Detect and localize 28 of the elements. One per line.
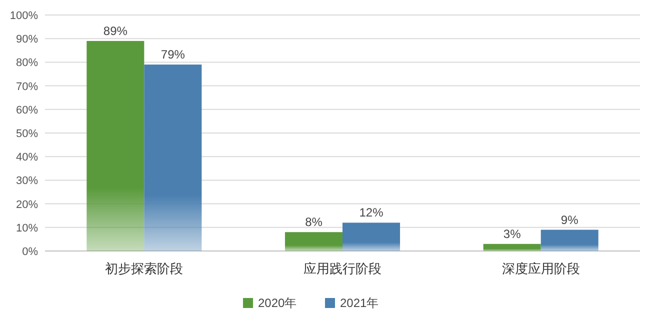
y-tick-label: 30% xyxy=(16,175,38,188)
bar xyxy=(284,232,342,251)
legend-label: 2020年 xyxy=(258,296,297,310)
bar xyxy=(342,222,400,251)
data-label: 79% xyxy=(160,48,186,62)
x-tick-label: 初步探索阶段 xyxy=(105,261,184,276)
bar xyxy=(86,40,144,251)
x-tick-label: 应用践行阶段 xyxy=(304,261,382,276)
y-tick-label: 100% xyxy=(10,10,38,22)
data-label: 12% xyxy=(359,206,384,220)
y-tick-label: 20% xyxy=(16,198,38,211)
data-label: 9% xyxy=(560,212,579,227)
data-label: 89% xyxy=(103,24,128,38)
y-tick-label: 50% xyxy=(16,128,38,140)
bar xyxy=(144,64,202,251)
y-tick-label: 60% xyxy=(16,104,38,116)
legend-label: 2021年 xyxy=(340,296,379,310)
x-tick-label: 深度应用阶段 xyxy=(502,261,580,276)
data-label: 3% xyxy=(503,226,522,241)
bar xyxy=(483,244,541,251)
bar xyxy=(540,230,598,251)
data-label: 8% xyxy=(305,215,323,230)
y-tick-label: 0% xyxy=(22,246,38,258)
y-tick-label: 90% xyxy=(16,34,38,46)
y-tick-label: 80% xyxy=(16,57,38,70)
y-tick-label: 10% xyxy=(16,222,38,234)
y-tick-label: 70% xyxy=(16,80,38,93)
y-tick-label: 40% xyxy=(16,152,38,164)
